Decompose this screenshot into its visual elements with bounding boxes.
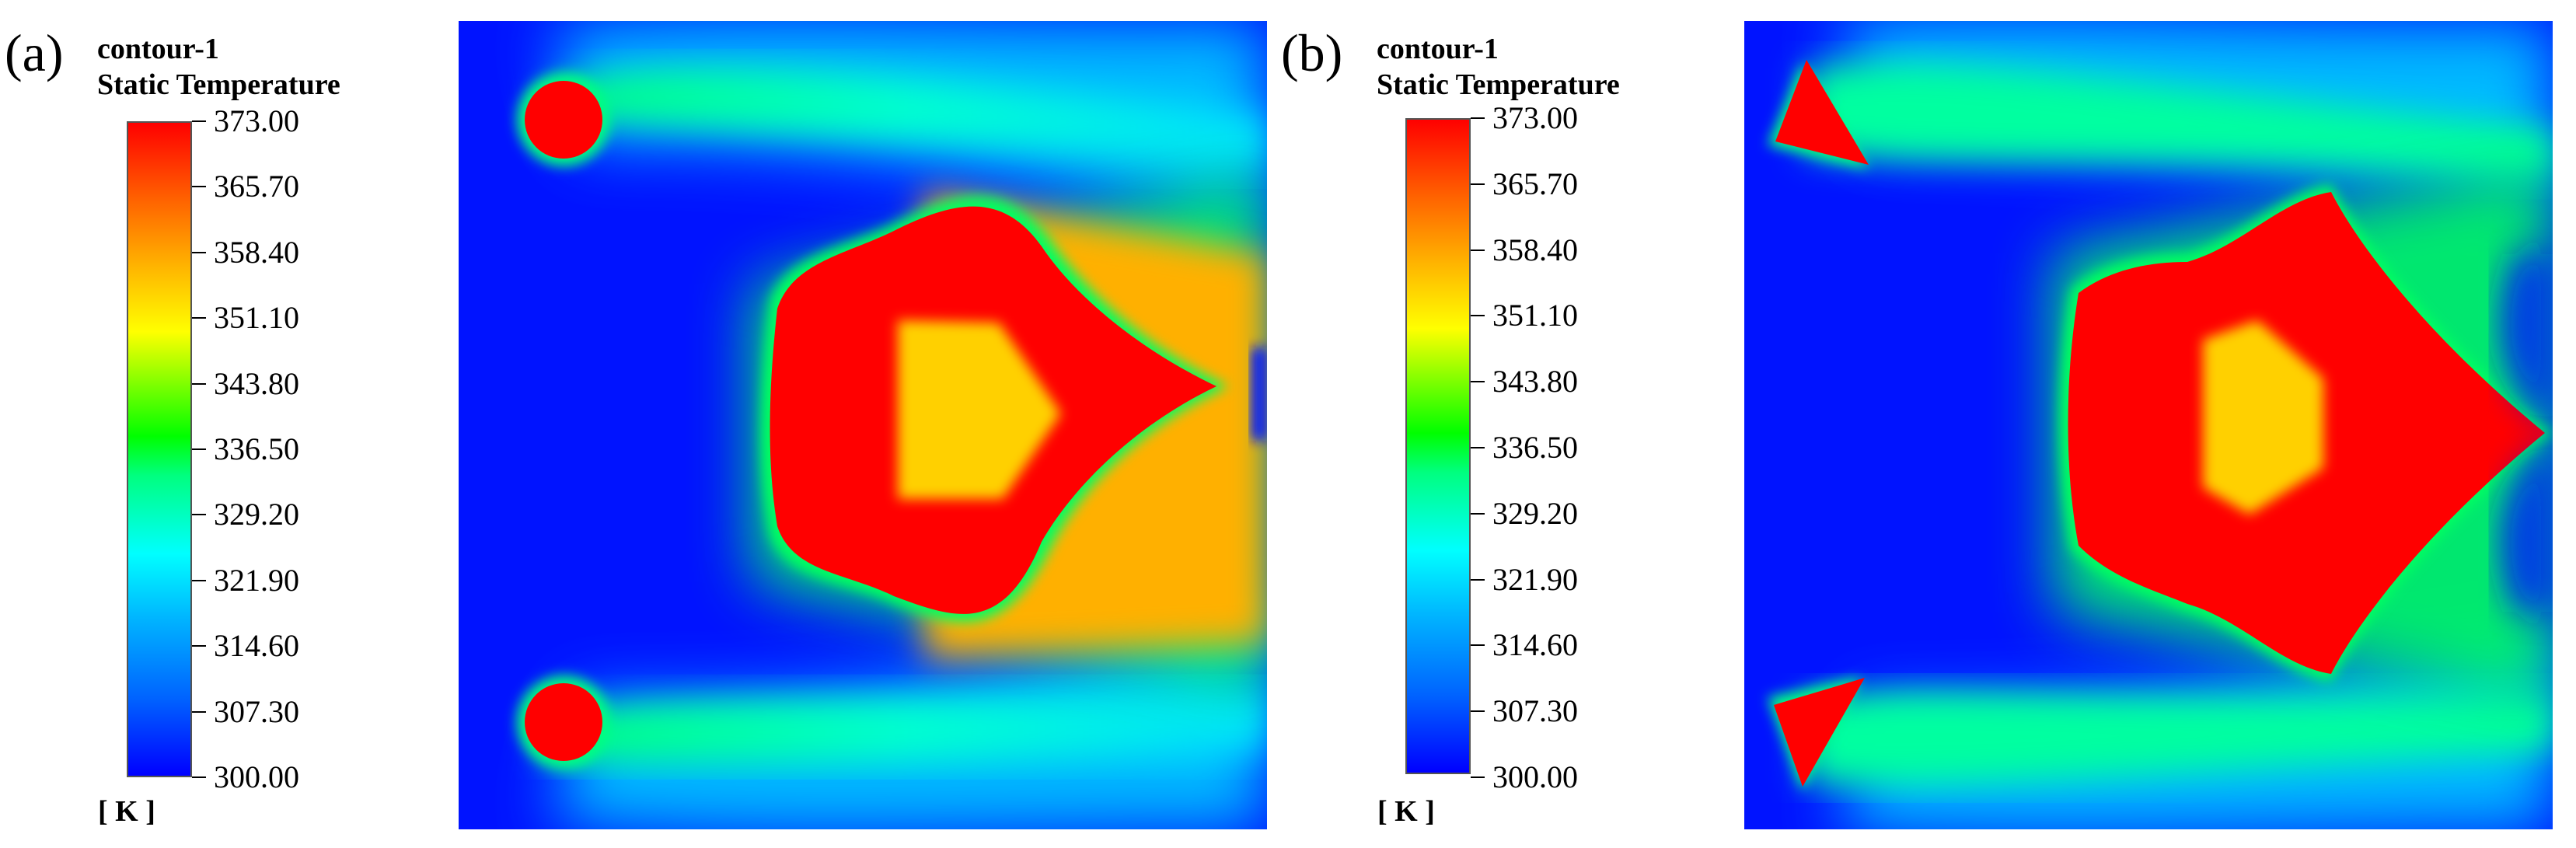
colorbar-tick-label-a: 365.70 [214, 169, 299, 204]
unit-label-b: [ K ] [1377, 795, 1435, 828]
colorbar-tick-b [1471, 381, 1485, 383]
colorbar-tick-label-a: 351.10 [214, 300, 299, 336]
colorbar-tick-b [1471, 776, 1485, 778]
colorbar-tick-label-b: 314.60 [1492, 627, 1578, 663]
colorbar-tick-b [1471, 710, 1485, 713]
top-wake-b [1806, 63, 2553, 176]
colorbar-tick-a [192, 710, 206, 713]
colorbar-tick-label-b: 343.80 [1492, 364, 1578, 400]
legend-title-line2-a: Static Temperature [97, 68, 340, 101]
colorbar-tick-label-b: 373.00 [1492, 100, 1578, 135]
top-heated-triangle-b [1775, 60, 1869, 165]
colorbar-tick-b [1471, 512, 1485, 515]
colorbar-tick-label-b: 351.10 [1492, 298, 1578, 333]
colorbar-tick-label-b: 329.20 [1492, 495, 1578, 531]
colorbar-tick-label-b: 321.90 [1492, 561, 1578, 597]
unit-label-a: [ K ] [98, 795, 155, 828]
legend-title-line1-a: contour-1 [97, 33, 219, 65]
outlet-edge-a [1251, 347, 1267, 441]
colorbar-tick-label-a: 314.60 [214, 628, 299, 664]
star-core-b [2203, 320, 2323, 515]
colorbar-tick-label-a: 307.30 [214, 693, 299, 729]
colorbar-tick-a [192, 120, 206, 122]
outlet-cold-region-lower-b [2499, 441, 2553, 612]
bottom-heated-cylinder-core-a [525, 683, 602, 761]
top-wake-a [544, 68, 1267, 169]
colorbar-tick-b [1471, 578, 1485, 581]
colorbar-tick-b [1471, 644, 1485, 647]
legend-title-line1-b: contour-1 [1377, 33, 1499, 65]
colorbar-tick-label-b: 300.00 [1492, 759, 1578, 794]
colorbar-tick-b [1471, 315, 1485, 317]
colorbar-tick-b [1471, 117, 1485, 119]
colorbar-tick-a [192, 579, 206, 581]
colorbar-tick-a [192, 251, 206, 253]
colorbar-tick-a [192, 448, 206, 450]
colorbar-tick-a [192, 186, 206, 188]
colorbar-tick-a [192, 514, 206, 516]
bottom-wake-a [544, 689, 1267, 765]
legend-title-a: contour-1 Static Temperature [97, 31, 340, 103]
star-core-a [898, 320, 1061, 499]
colorbar-tick-label-b: 307.30 [1492, 693, 1578, 729]
top-heated-cylinder-core-a [525, 81, 602, 159]
legend-title-b: contour-1 Static Temperature [1377, 31, 1620, 103]
colorbar-tick-label-a: 336.50 [214, 431, 299, 466]
colorbar-tick-label-a: 329.20 [214, 497, 299, 532]
colorbar-tick-b [1471, 447, 1485, 448]
contour-plot-a [459, 21, 1267, 829]
colorbar-tick-label-a: 300.00 [214, 759, 299, 794]
colorbar-tick-label-b: 365.70 [1492, 166, 1578, 201]
bottom-heated-triangle-b [1774, 678, 1865, 787]
colorbar-tick-label-a: 321.90 [214, 562, 299, 598]
colorbar-tick-label-a: 343.80 [214, 365, 299, 401]
bottom-wake-b [1806, 691, 2553, 784]
colorbar-tick-label-a: 373.00 [214, 103, 299, 138]
colorbar-tick-label-b: 336.50 [1492, 430, 1578, 465]
colorbar-tick-a [192, 776, 206, 778]
colorbar-tick-b [1471, 183, 1485, 185]
colorbar-tick-label-b: 358.40 [1492, 232, 1578, 267]
legend-title-line2-b: Static Temperature [1377, 68, 1620, 101]
colorbar-b [1405, 118, 1471, 774]
colorbar-tick-a [192, 317, 206, 319]
colorbar-tick-label-a: 358.40 [214, 234, 299, 270]
colorbar-a [127, 121, 192, 777]
colorbar-tick-b [1471, 249, 1485, 251]
panel-label-a: (a) [5, 23, 64, 82]
colorbar-tick-a [192, 645, 206, 647]
colorbar-tick-a [192, 382, 206, 385]
panel-label-b: (b) [1281, 23, 1343, 82]
contour-plot-b [1744, 21, 2553, 829]
outlet-cold-region-b [2499, 254, 2553, 425]
